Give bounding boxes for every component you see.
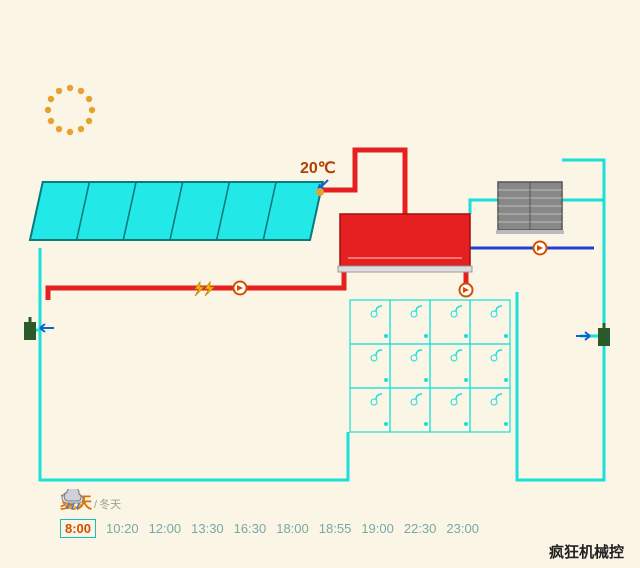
temperature-label: 20℃ [300, 158, 336, 178]
shower-cell [350, 300, 390, 344]
time-1630[interactable]: 16:30 [234, 521, 267, 536]
label-winter[interactable]: 冬天 [99, 496, 121, 512]
time-2230[interactable]: 22:30 [404, 521, 437, 536]
shower-cell [390, 300, 430, 344]
pump-icon [534, 242, 547, 255]
shower-cell [470, 344, 510, 388]
time-800[interactable]: 8:00 [60, 519, 96, 538]
sun-icon [45, 85, 95, 135]
tank-base [338, 266, 472, 272]
shower-cell [350, 388, 390, 432]
heat-spot-icon [316, 188, 324, 196]
timeline-row: 夏天 / 冬天 [60, 489, 600, 513]
shower-cell [350, 344, 390, 388]
shower-cell [390, 344, 430, 388]
heat-pump-unit [496, 182, 564, 234]
watermark: 疯狂机械控 [549, 541, 624, 562]
flow-arrow [40, 324, 54, 332]
time-1330[interactable]: 13:30 [191, 521, 224, 536]
time-1800[interactable]: 18:00 [276, 521, 309, 536]
time-1020[interactable]: 10:20 [106, 521, 139, 536]
shower-cell [390, 388, 430, 432]
time-2300[interactable]: 23:00 [446, 521, 479, 536]
times-row: 8:00 10:20 12:00 13:30 16:30 18:00 18:55 19:00 2… [60, 519, 610, 538]
time-1855[interactable]: 18:55 [319, 521, 352, 536]
shower-rooms [350, 300, 510, 432]
pump-icon [460, 284, 473, 297]
solar-panels [30, 182, 323, 240]
time-1900[interactable]: 19:00 [361, 521, 394, 536]
shower-cell [430, 300, 470, 344]
diagram-canvas: 20℃ 夏天 / 冬天 8:00 10:20 12:00 13:30 16:30 18:0… [0, 0, 640, 568]
label-separator: / [94, 499, 97, 511]
shower-cell [430, 388, 470, 432]
flow-arrow [576, 332, 590, 340]
cold-pipe [40, 248, 348, 480]
diagram-svg [0, 0, 640, 568]
valve [24, 322, 36, 340]
shower-cell [470, 388, 510, 432]
pump-icon [234, 282, 247, 295]
shower-cell [430, 344, 470, 388]
valve [598, 328, 610, 346]
time-1200[interactable]: 12:00 [149, 521, 182, 536]
shower-cell [470, 300, 510, 344]
